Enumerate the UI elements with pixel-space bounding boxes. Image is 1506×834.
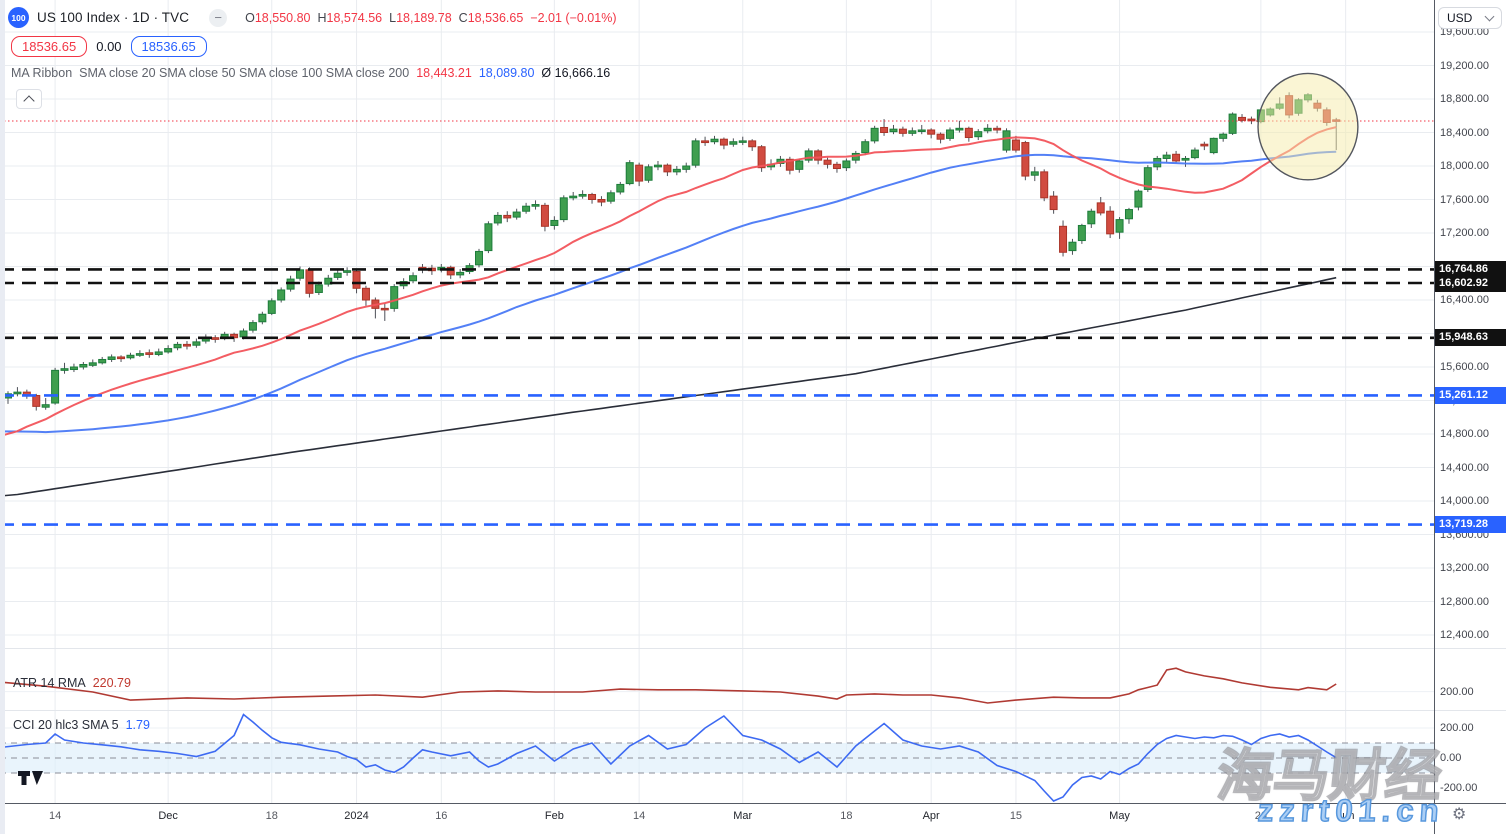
- price-level-badge: 15,948.63: [1435, 329, 1506, 347]
- ellipse-annotation: [1257, 72, 1359, 181]
- price-level-badge: 16,764.86: [1435, 260, 1506, 278]
- price-axis-label: 14,400.00: [1440, 461, 1489, 474]
- time-axis-label: Feb: [544, 810, 564, 822]
- sma20-value: 18,443.21: [416, 66, 472, 80]
- atr-value: 220.79: [92, 676, 131, 690]
- left-edge-strip: [0, 0, 5, 834]
- price-axis-label: 12,800.00: [1440, 595, 1489, 608]
- cci-label: CCI 20 hlc3 SMA 5: [13, 718, 119, 732]
- change-value: −2.01 (−0.01%): [530, 10, 617, 25]
- price-axis-label: 19,600.00: [1440, 26, 1489, 38]
- legend-collapse-button[interactable]: [16, 89, 42, 109]
- cci-legend[interactable]: CCI 20 hlc3 SMA 5 1.79: [13, 718, 150, 732]
- currency-dropdown[interactable]: USD: [1438, 7, 1502, 29]
- sma200-value: Ø 16,666.16: [541, 66, 611, 80]
- low-label: L: [389, 10, 397, 25]
- sma50-value: 18,089.80: [478, 66, 535, 80]
- time-axis-label: Jun: [1336, 810, 1355, 822]
- cci-axis-label: 0.00: [1440, 752, 1462, 764]
- tradingview-logo[interactable]: [16, 769, 46, 787]
- level-lines: [0, 120, 1434, 526]
- chevron-down-icon: [1484, 11, 1495, 22]
- atr-legend[interactable]: ATR 14 RMA 220.79: [13, 676, 131, 690]
- time-axis-label: Apr: [922, 810, 940, 822]
- price-axis-label: 18,800.00: [1440, 93, 1489, 105]
- time-axis-label: 16: [435, 810, 448, 822]
- open-value: 18,550.80: [254, 10, 311, 25]
- price-axis-label: 13,200.00: [1440, 562, 1489, 574]
- currency-value: USD: [1447, 11, 1473, 25]
- symbol-title[interactable]: US 100 Index · 1D · TVC: [37, 10, 190, 25]
- low-value: 18,189.78: [396, 10, 452, 25]
- open-label: O: [245, 10, 255, 25]
- atr-line: [0, 667, 1337, 704]
- price-axis-label: 18,400.00: [1440, 126, 1489, 139]
- hide-indicator-button[interactable]: −: [209, 8, 228, 27]
- price-line-boxes: 18536.65 0.00 18536.65: [11, 36, 207, 57]
- price-axis-label: 19,200.00: [1440, 59, 1489, 72]
- grid-layer: [0, 0, 1434, 803]
- price-axis-label: 15,600.00: [1440, 361, 1489, 373]
- price-level-badge: 16,602.92: [1435, 274, 1506, 292]
- ma-ribbon-params: SMA close 20 SMA close 50 SMA close 100 …: [79, 66, 410, 80]
- atr-axis-label: 200.00: [1440, 685, 1474, 698]
- cci-pane: [0, 713, 1434, 802]
- close-value: 18,536.65: [467, 10, 524, 25]
- time-axis-label: Dec: [158, 810, 178, 822]
- sma200-line: [0, 276, 1337, 497]
- symbol-logo[interactable]: 100: [8, 7, 29, 28]
- ma-ribbon-legend[interactable]: MA Ribbon SMA close 20 SMA close 50 SMA …: [11, 66, 610, 80]
- time-axis-label: 2024: [344, 810, 369, 822]
- cci-axis-label: -200.00: [1440, 782, 1478, 794]
- time-axis-label: 20: [1254, 810, 1267, 822]
- price-axis-label: 12,400.00: [1440, 629, 1489, 641]
- ask-price-box[interactable]: 18536.65: [11, 36, 88, 57]
- close-label: C: [458, 10, 468, 25]
- bid-price-box[interactable]: 18536.65: [130, 36, 207, 57]
- price-level-badge: 13,719.28: [1435, 516, 1506, 534]
- time-axis-label: 14: [48, 810, 62, 822]
- minus-icon: −: [214, 10, 222, 25]
- ma-ribbon-lines: [0, 126, 1337, 437]
- time-axis-label: 18: [840, 810, 853, 822]
- price-axis-label: 17,600.00: [1440, 193, 1489, 206]
- price-axis-label: 18,000.00: [1440, 160, 1489, 172]
- price-axis-label: 16,400.00: [1440, 294, 1489, 306]
- spread-value: 0.00: [96, 39, 122, 54]
- gear-icon[interactable]: ⚙: [1452, 806, 1467, 823]
- price-axis-label: 17,200.00: [1440, 227, 1489, 239]
- price-axis-label: 14,000.00: [1440, 495, 1489, 507]
- high-label: H: [317, 10, 327, 25]
- symbol-legend: 100 US 100 Index · 1D · TVC − O18,550.80…: [8, 7, 616, 28]
- ma-ribbon-label: MA Ribbon: [11, 66, 73, 80]
- time-axis-label: Mar: [733, 810, 753, 822]
- high-value: 18,574.56: [326, 10, 383, 25]
- price-axis-label: 14,800.00: [1440, 428, 1489, 440]
- time-axis-label: 15: [1009, 810, 1023, 822]
- time-axis-label: 18: [265, 810, 278, 822]
- atr-label: ATR 14 RMA: [13, 676, 86, 690]
- chevron-up-icon: [23, 94, 35, 107]
- time-axis-label: May: [1109, 810, 1130, 822]
- ohlc-readout: O18,550.80 H18,574.56 L18,189.78 C18,536…: [245, 11, 616, 25]
- time-axis-label: 14: [633, 810, 646, 822]
- price-level-badge: 15,261.12: [1435, 386, 1506, 404]
- cci-axis-label: 200.00: [1440, 722, 1474, 734]
- cci-value: 1.79: [125, 718, 150, 732]
